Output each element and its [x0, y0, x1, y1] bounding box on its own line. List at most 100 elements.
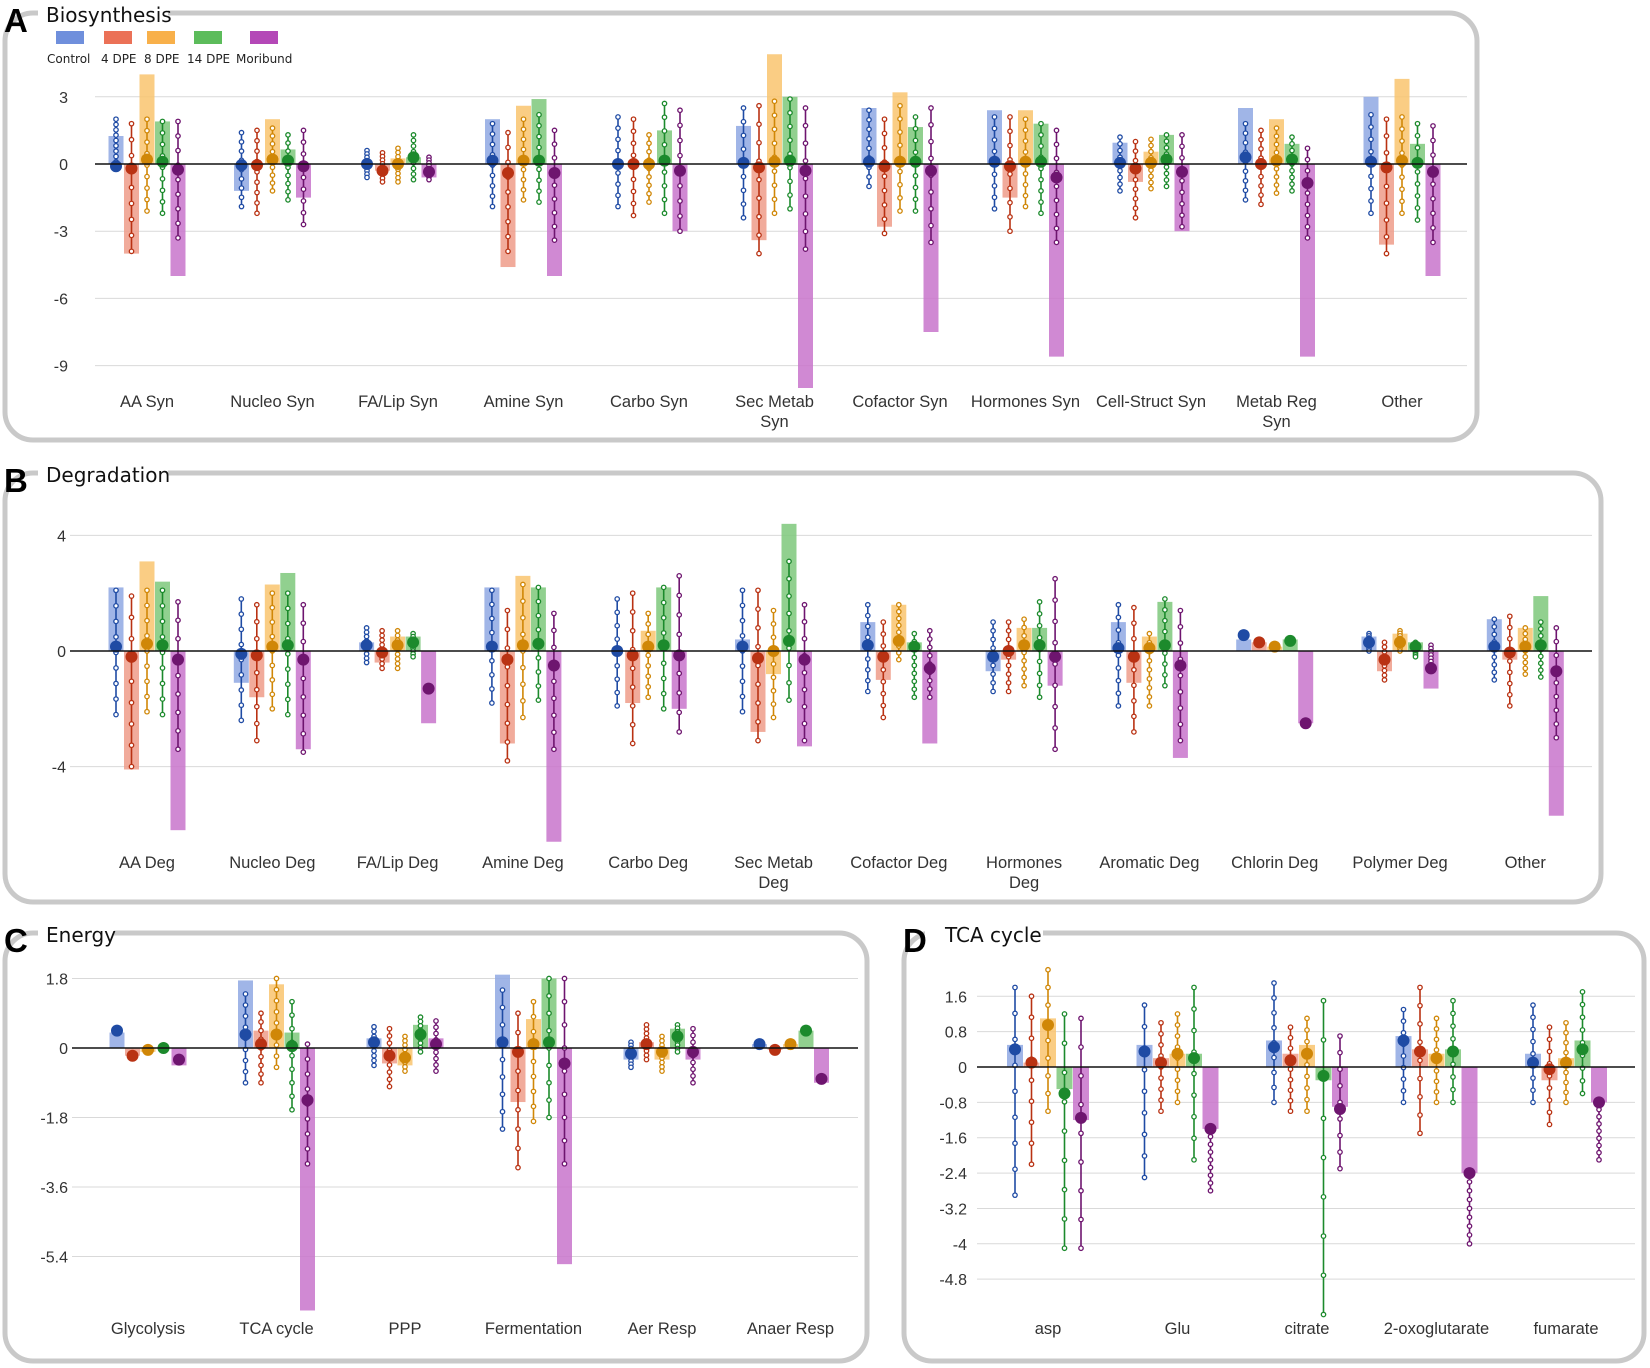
- mean-point-8dpe: [656, 1045, 668, 1058]
- sample-point-8dpe: [1433, 1026, 1440, 1032]
- sample-point-moribund: [561, 1068, 568, 1075]
- sample-point-4dpe: [881, 216, 888, 223]
- sample-point-4dpe: [253, 720, 260, 727]
- sample-point-moribund: [300, 601, 307, 608]
- sample-point-8dpe: [645, 694, 652, 701]
- sample-point-4dpe: [1546, 1024, 1553, 1031]
- x-category-label: Glycolysis: [111, 1320, 185, 1338]
- sample-point-8dpe: [1433, 1047, 1440, 1053]
- x-category-label: Aromatic Deg: [1099, 854, 1199, 872]
- y-tick-label: -3: [54, 224, 68, 241]
- sample-point-8dpe: [1045, 1037, 1051, 1044]
- sample-point-moribund: [1304, 201, 1311, 208]
- sample-point-14dpe: [787, 96, 793, 102]
- sample-point-moribund: [690, 1032, 696, 1039]
- sample-point-4dpe: [1381, 667, 1388, 674]
- sample-point-4dpe: [128, 721, 135, 727]
- sample-point-8dpe: [269, 662, 276, 669]
- sample-point-14dpe: [912, 184, 919, 191]
- sample-point-control: [1368, 173, 1374, 180]
- sample-point-8dpe: [394, 656, 401, 662]
- sample-point-control: [740, 105, 747, 111]
- sample-point-4dpe: [504, 720, 511, 727]
- mean-point-4dpe: [125, 162, 138, 175]
- sample-point-control: [489, 587, 495, 594]
- sample-point-moribund: [551, 223, 558, 230]
- sample-point-4dpe: [505, 144, 511, 151]
- legend-label-14dpe: 14 DPE: [187, 52, 230, 66]
- sample-point-8dpe: [1273, 133, 1280, 140]
- sample-point-4dpe: [630, 128, 637, 135]
- sample-point-4dpe: [1028, 1140, 1035, 1147]
- sample-point-moribund: [1177, 721, 1184, 728]
- sample-point-14dpe: [661, 128, 668, 134]
- mean-point-control: [988, 155, 1001, 168]
- sample-point-4dpe: [1383, 233, 1390, 240]
- sample-point-moribund: [1207, 1180, 1214, 1186]
- sample-point-control: [1271, 980, 1277, 986]
- sample-point-control: [113, 711, 119, 718]
- sample-point-4dpe: [1383, 250, 1390, 257]
- sample-point-control: [864, 612, 871, 619]
- mean-point-14dpe: [1160, 153, 1173, 166]
- category-group: [735, 523, 812, 747]
- sample-point-4dpe: [504, 626, 511, 633]
- sample-point-moribund: [1553, 638, 1560, 645]
- panel-c-letter: C: [4, 922, 28, 959]
- x-category-label: Hormones Syn: [971, 393, 1080, 411]
- sample-point-14dpe: [786, 662, 792, 669]
- sample-point-moribund: [561, 1091, 568, 1098]
- sample-point-moribund: [690, 1079, 696, 1086]
- sample-point-14dpe: [912, 114, 919, 120]
- sample-point-moribund: [1207, 1133, 1214, 1140]
- sample-point-moribund: [304, 1145, 311, 1152]
- sample-point-8dpe: [770, 661, 777, 667]
- sample-point-8dpe: [269, 188, 276, 194]
- sample-point-moribund: [1078, 1101, 1084, 1108]
- x-category-label-line: Hormones Syn: [971, 393, 1080, 411]
- sample-point-moribund: [928, 105, 934, 111]
- sample-point-moribund: [1430, 195, 1436, 202]
- sample-point-4dpe: [1007, 228, 1013, 235]
- sample-point-control: [1400, 1006, 1407, 1013]
- sample-point-moribund: [676, 729, 683, 735]
- sample-point-control: [1141, 1174, 1148, 1181]
- sample-point-moribund: [1052, 746, 1058, 753]
- sample-point-8dpe: [520, 126, 527, 133]
- sample-point-moribund: [175, 709, 181, 716]
- sample-point-moribund: [175, 672, 181, 679]
- sample-point-moribund: [304, 1041, 311, 1047]
- sample-point-14dpe: [1414, 132, 1421, 139]
- mean-point-moribund: [548, 166, 561, 179]
- mean-point-14dpe: [156, 639, 169, 652]
- sample-point-14dpe: [786, 593, 792, 599]
- sample-point-control: [1400, 1029, 1407, 1036]
- sample-point-control: [990, 627, 996, 634]
- sample-point-4dpe: [630, 140, 637, 147]
- category-group: [1136, 984, 1219, 1194]
- mean-point-moribund: [1050, 171, 1063, 184]
- sample-point-moribund: [802, 105, 809, 111]
- sample-point-4dpe: [253, 686, 260, 693]
- sample-point-8dpe: [1304, 1085, 1310, 1091]
- sample-point-control: [489, 615, 495, 622]
- sample-point-control: [113, 142, 119, 149]
- sample-point-control: [238, 702, 245, 709]
- sample-point-moribund: [1052, 597, 1058, 603]
- sample-point-8dpe: [897, 116, 903, 122]
- sample-point-4dpe: [258, 1027, 264, 1034]
- sample-point-8dpe: [895, 615, 902, 622]
- sample-point-14dpe: [1163, 164, 1170, 170]
- sample-point-4dpe: [258, 1019, 264, 1025]
- sample-point-moribund: [433, 1062, 439, 1068]
- x-category-label: Polymer Deg: [1352, 854, 1447, 872]
- sample-point-moribund: [175, 176, 181, 183]
- mean-point-moribund: [172, 163, 184, 176]
- sample-point-14dpe: [1414, 120, 1421, 127]
- mean-point-8dpe: [784, 1038, 797, 1051]
- sample-point-control: [113, 602, 119, 609]
- sample-point-4dpe: [630, 152, 637, 159]
- sample-point-4dpe: [1258, 182, 1264, 189]
- sample-point-14dpe: [1450, 1099, 1456, 1106]
- sample-point-14dpe: [284, 666, 291, 672]
